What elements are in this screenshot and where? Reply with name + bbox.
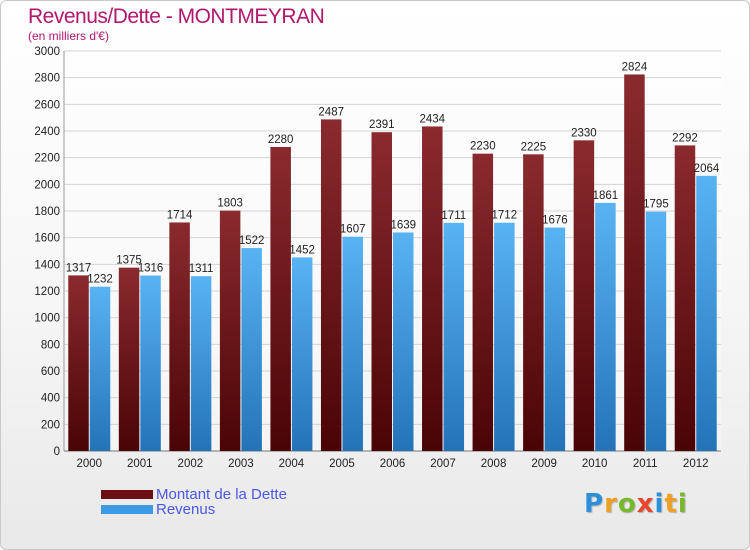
bar-dette	[422, 126, 443, 451]
y-tick-label: 2000	[34, 179, 60, 191]
y-tick-label: 2200	[34, 153, 60, 165]
x-tick-label: 2007	[430, 458, 456, 470]
legend-label-revenus: Revenus	[156, 501, 216, 518]
data-label-revenus: 1711	[441, 210, 466, 222]
bar-revenus	[89, 286, 111, 451]
y-tick-label: 2600	[34, 99, 60, 111]
data-label-dette: 2487	[318, 106, 344, 118]
data-label-revenus: 1522	[239, 235, 265, 247]
x-tick-label: 2012	[683, 458, 709, 470]
data-label-dette: 1714	[167, 209, 193, 221]
data-label-dette: 1317	[66, 262, 92, 274]
bar-dette	[624, 74, 645, 451]
bar-revenus	[494, 222, 515, 451]
proxiti-logo: Proxiti	[584, 489, 688, 519]
x-tick-label: 2004	[279, 458, 305, 470]
bar-revenus	[443, 222, 465, 451]
x-tick-label: 2011	[633, 458, 658, 470]
data-label-dette: 2391	[369, 119, 395, 131]
bar-dette	[118, 267, 140, 451]
bar-dette	[674, 145, 696, 451]
bar-dette	[270, 147, 291, 451]
y-tick-label: 2400	[34, 126, 60, 138]
x-tick-label: 2001	[127, 458, 153, 470]
y-tick-label: 2800	[34, 73, 60, 85]
bar-revenus	[595, 202, 616, 451]
data-label-revenus: 1795	[643, 199, 669, 211]
y-tick-label: 1000	[34, 313, 60, 325]
data-label-dette: 2280	[268, 134, 294, 146]
data-label-revenus: 1676	[542, 215, 568, 227]
y-tick-label: 0	[54, 446, 60, 458]
bar-dette	[472, 153, 494, 451]
y-tick-label: 1200	[34, 286, 60, 298]
data-label-dette: 1375	[116, 255, 142, 267]
data-label-revenus: 1607	[340, 224, 366, 236]
bar-dette	[219, 210, 241, 451]
bar-revenus	[393, 232, 414, 451]
legend-swatch-dette	[101, 490, 153, 499]
data-label-dette: 2230	[470, 141, 496, 153]
x-tick-label: 2002	[178, 458, 204, 470]
y-tick-label: 800	[41, 339, 60, 351]
data-label-revenus: 1861	[593, 190, 619, 202]
x-tick-label: 2003	[228, 458, 254, 470]
x-tick-label: 2005	[329, 458, 355, 470]
bar-revenus	[190, 276, 212, 451]
bar-revenus	[645, 211, 667, 451]
y-tick-label: 600	[41, 366, 60, 378]
data-label-revenus: 1232	[87, 274, 113, 286]
x-tick-label: 2010	[582, 458, 608, 470]
data-label-revenus: 1452	[289, 244, 315, 256]
bar-revenus	[291, 257, 313, 451]
bar-revenus	[140, 275, 161, 451]
chart-title: Revenus/Dette - MONTMEYRAN	[28, 5, 325, 28]
data-label-dette: 2225	[521, 141, 547, 153]
data-label-dette: 2824	[622, 61, 648, 73]
data-label-revenus: 1316	[138, 263, 164, 275]
bar-dette	[320, 119, 342, 452]
data-label-dette: 2330	[571, 127, 597, 139]
bar-revenus	[696, 175, 717, 452]
data-label-revenus: 2064	[694, 163, 720, 175]
bar-dette	[68, 275, 89, 451]
y-tick-label: 1800	[34, 206, 60, 218]
y-tick-label: 3000	[34, 46, 60, 58]
chart-subtitle: (en milliers d'€)	[28, 29, 109, 43]
y-tick-label: 200	[41, 419, 60, 431]
x-tick-label: 2000	[76, 458, 102, 470]
legend-label-dette: Montant de la Dette	[156, 486, 287, 503]
x-tick-label: 2006	[380, 458, 406, 470]
bar-revenus	[544, 227, 566, 451]
data-label-revenus: 1311	[189, 263, 214, 275]
y-tick-label: 1400	[34, 259, 60, 271]
bar-dette	[523, 154, 544, 452]
bar-revenus	[241, 248, 262, 451]
legend-swatch-revenus	[101, 505, 153, 514]
bar-dette	[371, 132, 392, 451]
data-label-revenus: 1712	[492, 210, 518, 222]
data-label-revenus: 1639	[390, 219, 416, 231]
bar-dette	[573, 140, 595, 452]
data-label-dette: 1803	[217, 198, 243, 210]
x-tick-label: 2008	[481, 458, 507, 470]
plot-area	[64, 51, 721, 451]
data-label-dette: 2292	[672, 132, 698, 144]
bar-revenus	[342, 236, 363, 451]
x-tick-label: 2009	[531, 458, 557, 470]
y-tick-label: 1600	[34, 233, 60, 245]
y-tick-label: 400	[41, 393, 60, 405]
bar-dette	[169, 222, 190, 451]
data-label-dette: 2434	[419, 113, 445, 125]
